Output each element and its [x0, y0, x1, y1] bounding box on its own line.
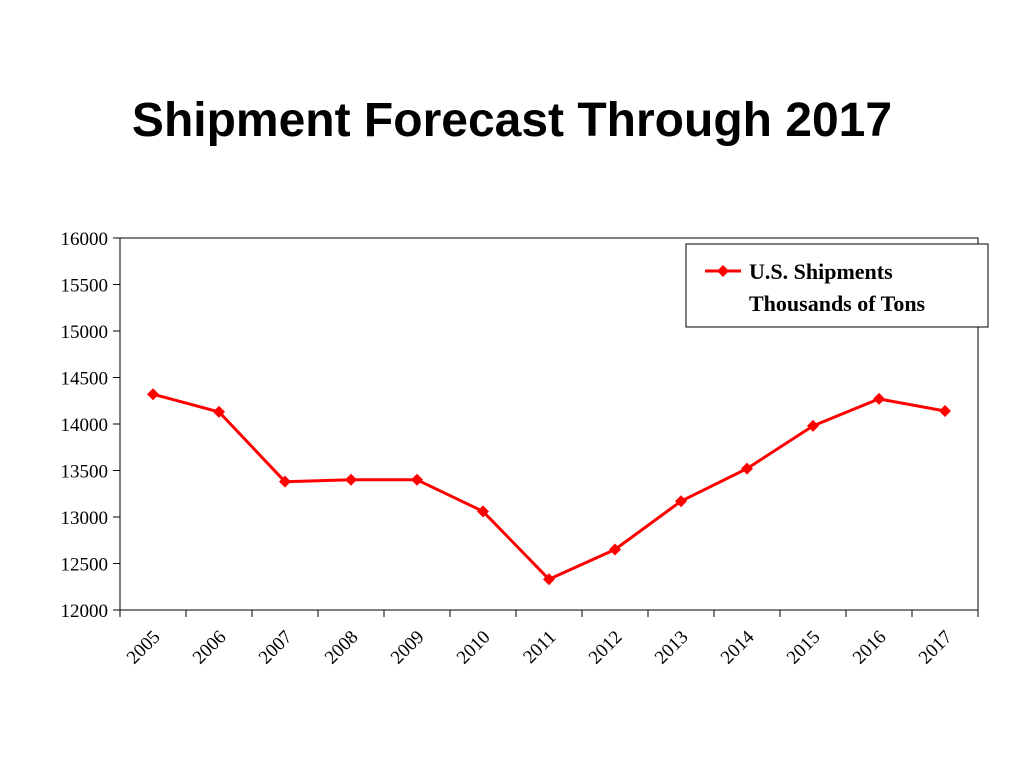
data-point-marker [411, 473, 423, 486]
x-axis: 2005 2006 2007 2008 2009 2010 2011 2012 2013 2014… [119, 610, 979, 669]
chart-title: Shipment Forecast Through 2017 [131, 94, 893, 147]
y-tick-label: 15500 [61, 276, 109, 297]
y-tick-label: 15000 [61, 322, 109, 343]
data-point-marker [543, 573, 555, 586]
data-point-marker [873, 392, 885, 405]
x-tick-label: 2008 [321, 627, 363, 669]
series-line [152, 392, 946, 581]
x-tick-label: 2005 [123, 627, 165, 669]
data-point-marker [675, 495, 687, 508]
y-axis: 12000 12500 13000 13500 14000 14500 15000 15500… [61, 229, 120, 622]
legend: U.S. Shipments Thousands of Tons [685, 243, 989, 328]
data-point-marker [147, 388, 159, 401]
y-tick-label: 14000 [61, 415, 109, 436]
y-tick-label: 12500 [61, 555, 109, 576]
y-tick-label: 14500 [61, 369, 109, 390]
y-tick-label: 12000 [61, 601, 109, 622]
data-point-marker [213, 405, 225, 418]
data-point-marker [741, 462, 753, 475]
legend-label-line-1: U.S. Shipments [749, 259, 893, 284]
x-tick-label: 2013 [651, 627, 693, 669]
y-tick-label: 13500 [61, 462, 109, 483]
data-point-marker [939, 404, 951, 417]
x-tick-label: 2010 [453, 627, 495, 669]
legend-label-line-2: Thousands of Tons [749, 291, 926, 316]
legend-box [685, 243, 989, 328]
x-tick-label: 2017 [915, 627, 957, 669]
x-tick-label: 2009 [387, 627, 429, 669]
data-point-marker [279, 475, 291, 488]
x-tick-label: 2014 [717, 626, 759, 668]
data-point-marker [807, 419, 819, 432]
x-tick-label: 2015 [783, 627, 825, 669]
x-tick-label: 2011 [519, 627, 560, 668]
data-point-marker [477, 505, 489, 518]
data-point-marker [609, 543, 621, 556]
legend-diamond-marker [717, 265, 729, 277]
x-tick-label: 2012 [585, 627, 627, 669]
y-tick-label: 13000 [61, 508, 109, 529]
x-tick-label: 2016 [849, 627, 891, 669]
x-tick-label: 2007 [255, 627, 297, 669]
x-tick-label: 2006 [189, 627, 231, 669]
y-tick-label: 16000 [61, 229, 109, 250]
series-layer [147, 388, 951, 586]
data-point-marker [345, 473, 357, 486]
